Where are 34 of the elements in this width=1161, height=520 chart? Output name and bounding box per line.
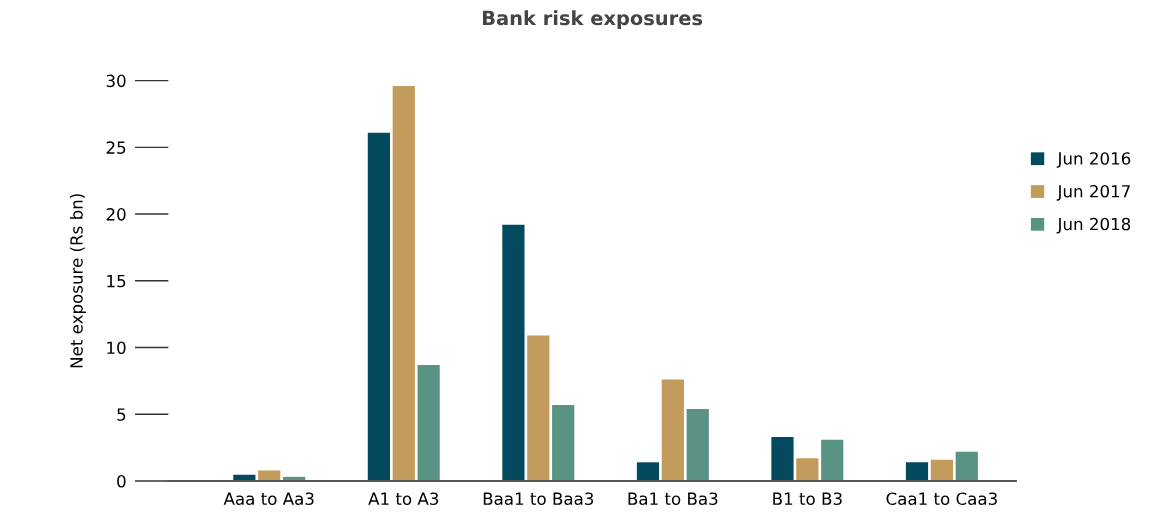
bar: [796, 458, 819, 481]
bar: [686, 408, 709, 481]
bar: [392, 85, 415, 481]
x-tick-label: Caa1 to Caa3: [886, 492, 997, 506]
x-tick-label: Aaa to Aa3: [223, 492, 314, 506]
bar: [821, 439, 844, 481]
y-tick-label: 30: [106, 74, 126, 88]
bar: [417, 364, 440, 481]
y-tick-label: 15: [107, 274, 126, 288]
bar: [502, 224, 525, 481]
y-tick-label: 5: [117, 408, 126, 421]
legend-label: Jun 2016: [1056, 152, 1131, 168]
chart-title: Bank risk exposures: [483, 10, 703, 30]
legend-label: Jun 2017: [1056, 184, 1130, 201]
x-tick-label: B1 to B3: [773, 492, 842, 506]
bar: [905, 462, 929, 481]
bar: [636, 462, 660, 481]
bar: [258, 470, 281, 481]
legend-label: Jun 2018: [1056, 217, 1131, 234]
bar: [527, 335, 550, 481]
bar: [367, 132, 390, 481]
bar: [552, 404, 575, 481]
x-tick-label: Baa1 to Baa3: [483, 492, 594, 506]
bar: [955, 451, 978, 481]
y-tick-label: 25: [106, 141, 126, 154]
y-tick-label: 0: [117, 474, 126, 488]
bar: [661, 379, 684, 481]
x-tick-label: A1 to A3: [368, 492, 439, 506]
y-tick-label: 10: [107, 341, 126, 355]
bar: [930, 459, 953, 481]
y-tick-label: 20: [106, 208, 126, 221]
y-axis-title: Net exposure (Rs bn): [69, 194, 87, 368]
x-tick-label: Ba1 to Ba3: [628, 492, 718, 506]
bar: [771, 436, 794, 481]
